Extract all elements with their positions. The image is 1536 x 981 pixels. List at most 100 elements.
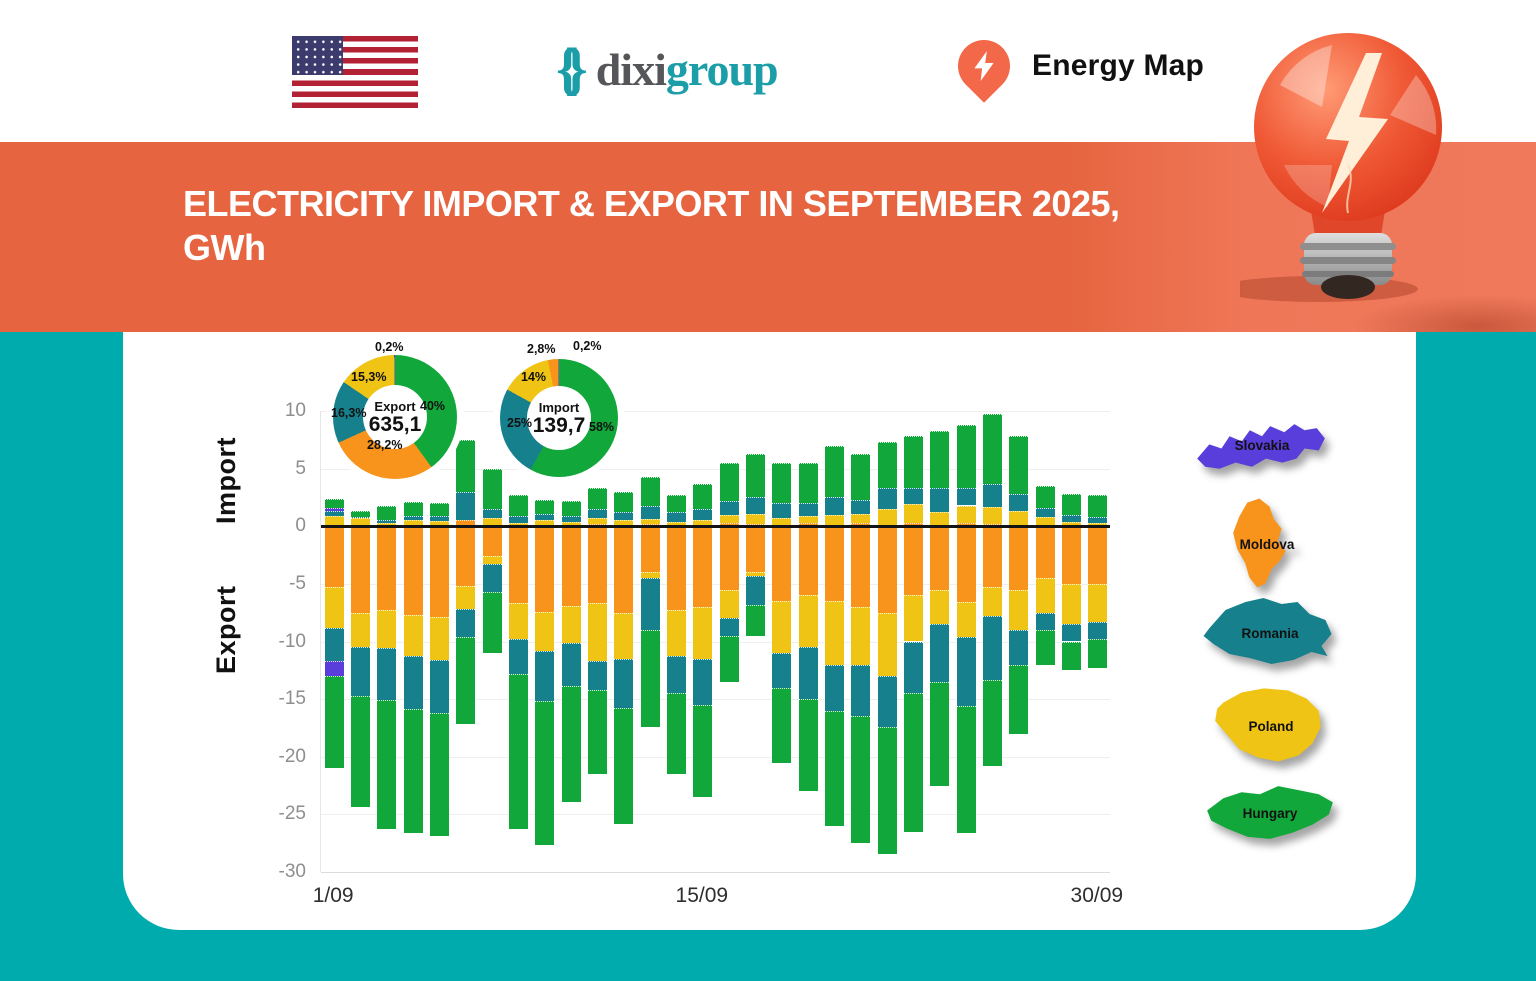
bar-segment-romania-export — [851, 664, 871, 717]
bar-segment-moldova-export — [456, 526, 476, 587]
gridline — [321, 814, 1110, 816]
legend-item-hungary: Hungary — [1199, 780, 1341, 846]
bar-segment-poland-export — [561, 605, 581, 643]
bar-segment-poland-export — [324, 587, 344, 628]
bar-segment-romania-export — [825, 664, 844, 711]
y-tick-label: -15 — [278, 688, 306, 710]
bar-segment-poland-import — [403, 520, 423, 527]
bar-segment-hungary-export — [640, 629, 660, 727]
us-flag-canton — [292, 36, 343, 75]
legend-item-slovakia: Slovakia — [1191, 414, 1333, 490]
gridline — [321, 411, 1110, 412]
bar-segment-hungary-import — [825, 445, 844, 498]
bar-segment-poland-export — [1088, 583, 1108, 622]
bar-segment-hungary-import — [667, 495, 686, 513]
bar-segment-poland-import — [1062, 521, 1081, 527]
export-slice-label-romania: 16,3% — [331, 406, 367, 420]
bar-segment-poland-export — [667, 610, 686, 657]
bar-segment-moldova-export — [851, 526, 871, 607]
bar-segment-hungary-import — [746, 453, 765, 498]
bar-segment-hungary-import — [614, 491, 634, 513]
bar-segment-hungary-export — [403, 709, 423, 833]
import-donut-total: 139,7 — [532, 413, 586, 437]
page-title-line1: ELECTRICITY IMPORT & EXPORT IN SEPTEMBER… — [183, 183, 1120, 224]
bar-segment-moldova-export — [1035, 526, 1055, 579]
bar-segment-moldova-export — [983, 526, 1002, 588]
bar-segment-poland-import — [667, 521, 686, 527]
stacked-bar-plot — [320, 411, 1110, 873]
bar-segment-poland-import — [772, 518, 792, 527]
y-tick-label: 10 — [284, 400, 306, 421]
bar-segment-hungary-import — [588, 488, 607, 509]
import-donut-chart: Import 139,7 2,8% 0,2% 14% 25% 58% — [481, 339, 651, 510]
y-tick-label: 5 — [295, 457, 306, 479]
bar-segment-moldova-export — [719, 526, 739, 590]
bar-segment-poland-export — [930, 589, 950, 625]
dixigroup-logo: {} dixigroup — [556, 38, 779, 100]
bar-segment-poland-import — [377, 522, 397, 527]
bar-segment-hungary-export — [324, 676, 344, 769]
bar-segment-moldova-export — [614, 526, 634, 613]
bar-segment-romania-import — [1035, 507, 1055, 518]
bar-segment-hungary-export — [456, 636, 476, 725]
bar-segment-hungary-export — [482, 591, 502, 654]
bar-segment-moldova-import — [956, 522, 976, 527]
bar-segment-poland-export — [877, 612, 897, 677]
bar-segment-hungary-import — [561, 500, 581, 516]
us-flag-icon — [292, 36, 418, 108]
bar-segment-hungary-import — [482, 468, 502, 509]
bar-segment-romania-import — [403, 516, 423, 521]
bar-segment-moldova-export — [930, 526, 950, 590]
bar-segment-hungary-export — [772, 687, 792, 763]
import-donut-title: Import — [538, 399, 580, 415]
bar-segment-moldova-export — [535, 526, 555, 612]
energy-map-pin-icon — [947, 29, 1021, 103]
bar-segment-poland-import — [535, 520, 555, 526]
bar-segment-slovakia-export — [324, 661, 344, 677]
bar-segment-hungary-export — [798, 699, 818, 792]
gridline — [321, 583, 1110, 585]
bar-segment-hungary-import — [904, 436, 923, 489]
bar-segment-moldova-export — [798, 526, 818, 596]
bar-segment-poland-import — [640, 519, 660, 524]
bar-segment-moldova-import — [904, 522, 923, 527]
bar-segment-moldova-export — [667, 526, 686, 611]
export-donut-chart: Export 635,1 0,2% 15,3% 16,3% 28,2% 40% — [315, 340, 485, 510]
bar-segment-hungary-export — [1035, 629, 1055, 665]
bar-segment-poland-import — [561, 521, 581, 527]
bar-segment-poland-import — [746, 513, 765, 524]
bar-segment-poland-export — [1009, 589, 1029, 630]
bar-segment-romania-export — [614, 658, 634, 709]
bar-segment-slovakia-import — [324, 507, 344, 511]
bar-segment-hungary-export — [1062, 641, 1081, 671]
bar-segment-poland-export — [983, 587, 1002, 617]
bar-segment-poland-import — [798, 515, 818, 523]
bar-segment-poland-export — [482, 556, 502, 565]
energy-map-label: Energy Map — [1032, 49, 1205, 82]
bar-segment-hungary-import — [983, 414, 1002, 484]
bar-segment-hungary-import — [1009, 436, 1029, 494]
bar-segment-romania-export — [983, 616, 1002, 680]
bar-segment-moldova-export — [482, 526, 502, 557]
moldova-map-shape — [1233, 498, 1286, 588]
bar-segment-romania-import — [561, 515, 581, 522]
bar-segment-hungary-import — [877, 442, 897, 489]
bar-segment-poland-import — [693, 520, 713, 527]
y-tick-label: -20 — [278, 745, 306, 767]
export-donut-ring: Export 635,1 — [333, 355, 457, 479]
bar-segment-hungary-export — [430, 712, 449, 837]
bar-segment-poland-export — [1035, 578, 1055, 613]
import-slice-label-poland: 14% — [521, 370, 547, 384]
bar-segment-hungary-import — [324, 498, 344, 508]
bar-segment-moldova-export — [430, 526, 449, 618]
bar-segment-moldova-export — [561, 526, 581, 606]
bar-segment-hungary-export — [614, 708, 634, 824]
export-donut-title: Export — [374, 398, 416, 414]
slovakia-map-shape — [1197, 424, 1325, 469]
bar-segment-romania-export — [798, 647, 818, 700]
bar-segment-poland-import — [588, 518, 607, 524]
legend-label-hungary: Hungary — [1242, 805, 1298, 821]
bar-segment-moldova-export — [693, 526, 713, 607]
bar-segment-moldova-import — [456, 520, 476, 527]
bar-segment-romania-import — [956, 488, 976, 506]
